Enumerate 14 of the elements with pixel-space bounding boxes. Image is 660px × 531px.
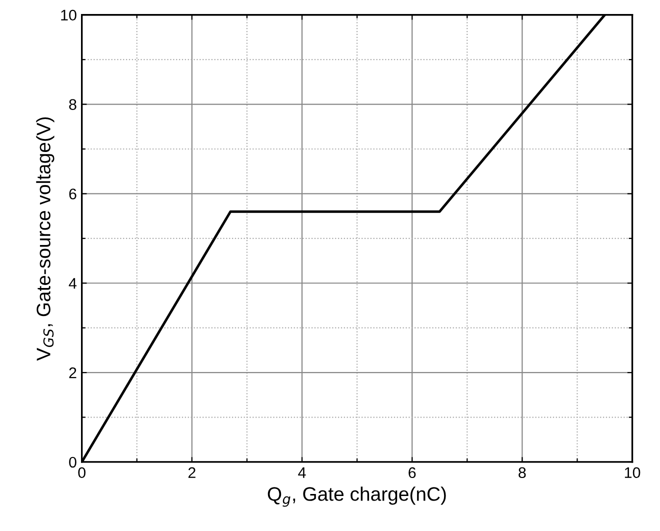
y-tick-label: 8 <box>69 99 76 110</box>
y-tick-label: 2 <box>69 367 76 378</box>
x-tick-label: 10 <box>624 467 640 478</box>
y-tick-label: 0 <box>69 456 76 468</box>
x-tick-label: 2 <box>188 467 196 478</box>
x-tick-label: 8 <box>518 467 526 478</box>
y-axis-title: V$_{GS}$, Gate-source voltage(V) <box>36 117 54 361</box>
y-tick-label: 10 <box>61 10 76 21</box>
x-tick-label: 0 <box>78 467 86 478</box>
x-tick-label: 6 <box>408 467 416 478</box>
x-axis-title: Q$_{g}$, Gate charge(nC) <box>268 486 446 507</box>
y-tick-label: 4 <box>68 278 77 289</box>
y-tick-label: 6 <box>69 188 76 200</box>
x-tick-label: 4 <box>298 467 306 478</box>
